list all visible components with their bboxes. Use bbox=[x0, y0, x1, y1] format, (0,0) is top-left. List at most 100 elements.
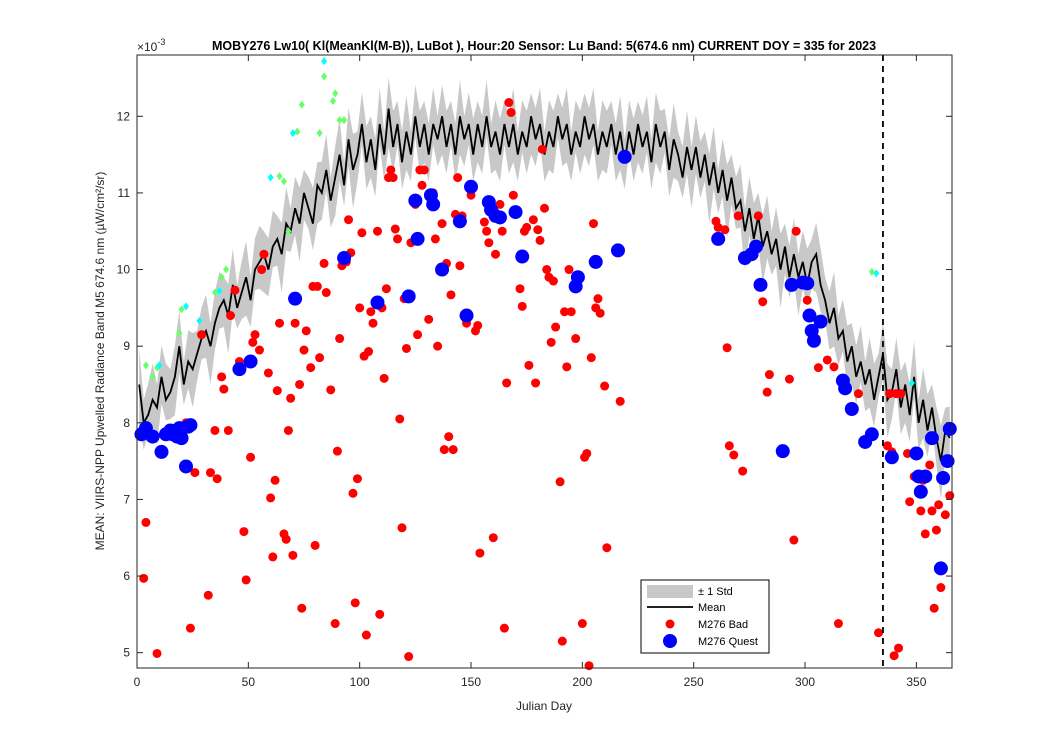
green-point bbox=[218, 273, 225, 282]
bad-point bbox=[475, 548, 485, 558]
quest-point bbox=[884, 450, 899, 465]
bad-point bbox=[753, 211, 763, 221]
bad-point bbox=[272, 386, 282, 396]
bad-point bbox=[586, 353, 596, 363]
bad-point bbox=[600, 381, 610, 391]
quest-point bbox=[588, 254, 603, 269]
bad-point bbox=[540, 203, 549, 213]
legend-quest-swatch bbox=[663, 634, 677, 648]
bad-point bbox=[571, 334, 581, 344]
bad-point bbox=[453, 173, 463, 183]
bad-point bbox=[889, 651, 899, 661]
green-point bbox=[285, 227, 292, 236]
legend: ± 1 Std Mean M276 Bad M276 Quest bbox=[640, 579, 770, 654]
bad-point bbox=[524, 360, 534, 370]
bad-point bbox=[789, 535, 799, 545]
quest-point bbox=[435, 262, 450, 277]
quest-point bbox=[813, 314, 828, 329]
bad-point bbox=[562, 362, 572, 372]
quest-point bbox=[936, 470, 951, 485]
bad-point bbox=[268, 552, 278, 562]
bad-point bbox=[905, 497, 915, 507]
bad-point bbox=[813, 363, 823, 373]
green-point bbox=[341, 116, 348, 125]
bad-point bbox=[239, 527, 249, 537]
bad-point bbox=[894, 643, 904, 653]
bad-point bbox=[355, 303, 365, 313]
green-point bbox=[280, 177, 287, 186]
bad-point bbox=[433, 341, 443, 351]
x-tick-label: 250 bbox=[684, 675, 704, 689]
bad-point bbox=[185, 623, 195, 633]
bad-point bbox=[762, 387, 772, 397]
bad-point bbox=[335, 334, 345, 344]
green-point bbox=[298, 100, 305, 109]
bad-point bbox=[584, 661, 594, 671]
legend-std-label: ± 1 Std bbox=[698, 586, 733, 598]
bad-point bbox=[219, 384, 229, 394]
legend-mean-label: Mean bbox=[698, 602, 726, 614]
bad-point bbox=[548, 276, 558, 286]
bad-point bbox=[444, 432, 454, 442]
bad-point bbox=[802, 295, 812, 305]
cyan-point bbox=[873, 269, 880, 278]
cyan-point bbox=[216, 287, 223, 296]
bad-point bbox=[321, 288, 331, 298]
y-tick-label: 6 bbox=[123, 569, 130, 583]
bad-point bbox=[259, 249, 269, 259]
bad-point bbox=[257, 265, 267, 275]
green-point bbox=[316, 129, 323, 138]
quest-point bbox=[154, 444, 169, 459]
bad-point bbox=[266, 493, 276, 503]
green-point bbox=[294, 127, 301, 136]
bad-point bbox=[874, 628, 884, 638]
bad-point bbox=[595, 308, 605, 318]
bad-point bbox=[419, 165, 429, 175]
bad-point bbox=[281, 534, 291, 544]
bad-point bbox=[366, 307, 376, 317]
quest-point bbox=[145, 429, 160, 444]
bad-point bbox=[546, 337, 556, 347]
cyan-point bbox=[182, 302, 189, 311]
bad-point bbox=[555, 477, 565, 487]
bad-point bbox=[319, 258, 329, 268]
bad-point bbox=[499, 623, 509, 633]
green-point bbox=[332, 89, 339, 98]
bad-point bbox=[593, 294, 603, 304]
chart-title: MOBY276 Lw10( Kl(MeanKl(M-B)), LuBot ), … bbox=[212, 39, 876, 53]
bad-point bbox=[248, 337, 258, 347]
x-tick-label: 300 bbox=[795, 675, 815, 689]
bad-point bbox=[940, 510, 950, 520]
bad-point bbox=[393, 234, 403, 244]
quest-point bbox=[459, 308, 474, 323]
bad-point bbox=[931, 525, 941, 535]
bad-point bbox=[270, 475, 280, 485]
bad-point bbox=[551, 322, 561, 332]
bad-point bbox=[330, 619, 340, 629]
quest-point bbox=[426, 197, 441, 212]
quest-point bbox=[410, 231, 425, 246]
bad-point bbox=[312, 281, 322, 291]
x-tick-label: 350 bbox=[906, 675, 926, 689]
mean-line bbox=[138, 108, 951, 462]
bad-point bbox=[395, 414, 405, 424]
bad-point bbox=[413, 330, 423, 340]
bad-point bbox=[720, 225, 730, 235]
bad-point bbox=[315, 353, 325, 363]
y-tick-label: 9 bbox=[123, 339, 130, 353]
bad-point bbox=[829, 362, 839, 372]
green-point bbox=[223, 265, 230, 274]
quest-point bbox=[408, 193, 423, 208]
bad-point bbox=[733, 211, 743, 221]
bad-point bbox=[357, 228, 367, 238]
bad-point bbox=[522, 222, 532, 232]
bad-point bbox=[275, 318, 285, 328]
bad-point bbox=[916, 506, 926, 516]
bad-point bbox=[482, 226, 492, 236]
bad-point bbox=[250, 330, 260, 340]
quest-point bbox=[909, 446, 924, 461]
bad-point bbox=[348, 488, 358, 498]
bad-point bbox=[724, 441, 734, 451]
plot-area bbox=[134, 55, 957, 671]
green-point bbox=[336, 116, 343, 125]
